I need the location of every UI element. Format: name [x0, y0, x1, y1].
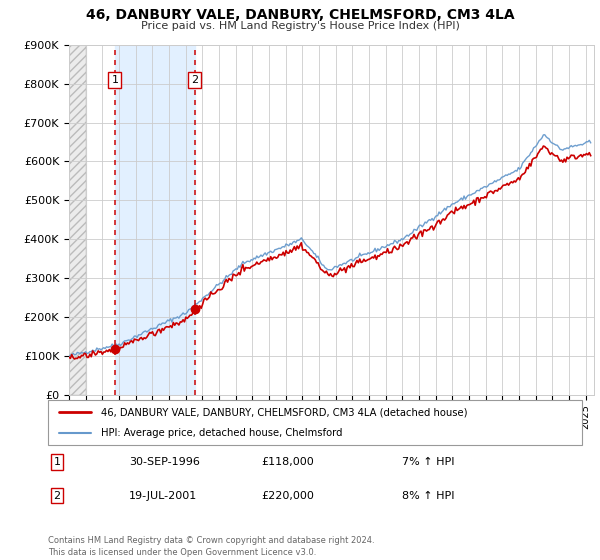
Text: Price paid vs. HM Land Registry's House Price Index (HPI): Price paid vs. HM Land Registry's House … [140, 21, 460, 31]
Text: £220,000: £220,000 [262, 491, 314, 501]
Text: 8% ↑ HPI: 8% ↑ HPI [402, 491, 455, 501]
Text: 7% ↑ HPI: 7% ↑ HPI [402, 457, 455, 467]
Text: 1: 1 [53, 457, 61, 467]
Bar [69, 45, 86, 395]
Bar [115, 45, 194, 395]
Text: 2: 2 [191, 75, 198, 85]
Text: 46, DANBURY VALE, DANBURY, CHELMSFORD, CM3 4LA: 46, DANBURY VALE, DANBURY, CHELMSFORD, C… [86, 8, 514, 22]
Bar [69, 45, 86, 395]
Text: £118,000: £118,000 [262, 457, 314, 467]
Text: 2: 2 [53, 491, 61, 501]
Text: Contains HM Land Registry data © Crown copyright and database right 2024.
This d: Contains HM Land Registry data © Crown c… [48, 536, 374, 557]
Text: 46, DANBURY VALE, DANBURY, CHELMSFORD, CM3 4LA (detached house): 46, DANBURY VALE, DANBURY, CHELMSFORD, C… [101, 408, 468, 418]
Text: HPI: Average price, detached house, Chelmsford: HPI: Average price, detached house, Chel… [101, 428, 343, 438]
Text: 19-JUL-2001: 19-JUL-2001 [129, 491, 197, 501]
Text: 1: 1 [112, 75, 118, 85]
Text: 30-SEP-1996: 30-SEP-1996 [129, 457, 200, 467]
